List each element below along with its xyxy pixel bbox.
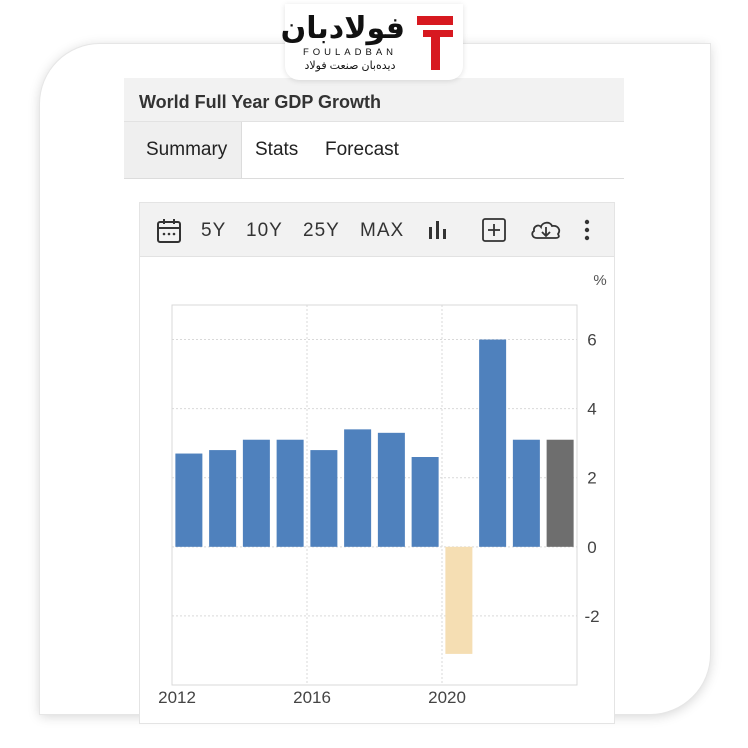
tab-forecast[interactable]: Forecast	[325, 139, 399, 160]
calendar-icon[interactable]	[156, 217, 182, 245]
bar-2019	[411, 457, 439, 547]
range-max-button[interactable]: MAX	[360, 220, 405, 241]
x-tick-label: 2016	[293, 688, 331, 707]
bar-chart-icon[interactable]	[428, 217, 448, 243]
y-unit-label: %	[593, 272, 606, 289]
bar-2012	[175, 453, 203, 547]
bar-2015	[276, 439, 304, 547]
logo-mark-icon	[417, 16, 453, 70]
more-vertical-icon[interactable]	[583, 217, 591, 243]
brand-logo: فولادبان FOULADBAN دیده‌بان صنعت فولاد	[280, 4, 463, 80]
page-title: World Full Year GDP Growth	[124, 78, 624, 122]
bar-2020	[445, 546, 473, 654]
logo-text: فولادبان FOULADBAN دیده‌بان صنعت فولاد	[280, 12, 405, 72]
y-tick-label: 4	[587, 400, 596, 419]
bar-2013	[209, 450, 237, 547]
cloud-download-icon[interactable]	[529, 217, 563, 243]
bar-2022	[512, 439, 540, 547]
tab-summary[interactable]: Summary	[124, 122, 242, 178]
y-tick-label: 2	[587, 469, 596, 488]
y-tick-label: 6	[587, 331, 596, 350]
bar-2023	[546, 439, 574, 547]
logo-tagline: دیده‌بان صنعت فولاد	[304, 59, 396, 72]
y-tick-label: 0	[587, 538, 596, 557]
y-tick-label: -2	[584, 607, 599, 626]
tab-bar: Summary Stats Forecast	[124, 122, 624, 179]
bar-2014	[242, 439, 270, 547]
logo-persian-name: فولادبان	[280, 12, 405, 45]
range-5y-button[interactable]: 5Y	[201, 220, 227, 241]
bar-2021	[479, 339, 507, 547]
bar-2017	[344, 429, 372, 547]
chart-toolbar: 5Y 10Y 25Y MAX	[140, 203, 614, 257]
x-tick-label: 2020	[428, 688, 466, 707]
tab-stats[interactable]: Stats	[255, 139, 299, 160]
x-tick-label: 2012	[158, 688, 196, 707]
logo-english-name: FOULADBAN	[302, 47, 398, 58]
chart-container: 5Y 10Y 25Y MAX -2 0 2 4 6% 2012 2016 2020	[139, 202, 615, 724]
range-25y-button[interactable]: 25Y	[303, 220, 340, 241]
range-10y-button[interactable]: 10Y	[246, 220, 283, 241]
bar-2018	[377, 432, 405, 547]
add-square-icon[interactable]	[481, 217, 507, 243]
bar-2016	[310, 450, 338, 547]
gdp-bar-chart: -2 0 2 4 6% 2012 2016 2020	[158, 272, 607, 707]
